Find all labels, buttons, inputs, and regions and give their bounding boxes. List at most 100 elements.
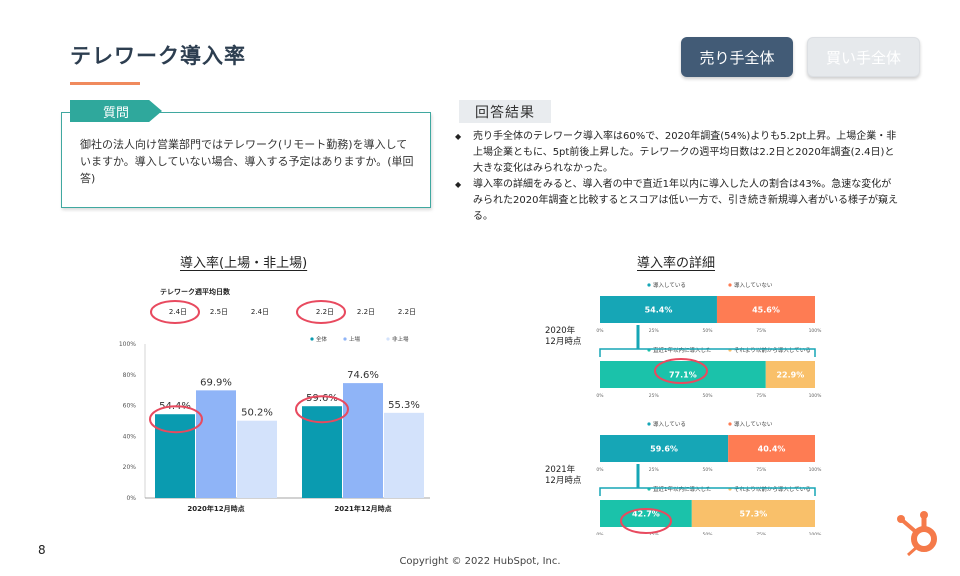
result-list: 売り手全体のテレワーク導入率は60%で、2020年調査(54%)よりも5.2pt… bbox=[455, 129, 900, 225]
question-box bbox=[61, 112, 431, 208]
legend-marker bbox=[728, 283, 732, 287]
x-tick-label: 0% bbox=[596, 393, 604, 399]
bar-value-label: 45.6% bbox=[752, 306, 780, 315]
x-tick-label: 100% bbox=[809, 393, 823, 399]
x-tick-label: 50% bbox=[702, 328, 713, 334]
x-tick-label: 75% bbox=[756, 393, 767, 399]
adoption-detail-bar-chart: 導入している 導入していない 54.4% 45.6% 0% 25% 50% 75% 100% 直近… bbox=[545, 281, 823, 535]
group-label: 2020年 bbox=[545, 325, 576, 336]
group-label: 2021年 bbox=[545, 464, 576, 475]
legend-marker bbox=[647, 422, 651, 426]
bar-value-label: 54.4% bbox=[645, 306, 673, 315]
y-tick-label: 20% bbox=[123, 464, 137, 471]
left-chart-title: 導入率(上場・非上場) bbox=[180, 256, 308, 271]
x-tick-label: 25% bbox=[649, 532, 660, 535]
days-label: 2.2日 bbox=[398, 308, 416, 316]
bar-value-label: 59.6% bbox=[650, 445, 678, 454]
bar-value-label: 57.3% bbox=[740, 510, 768, 519]
x-tick-label: 0% bbox=[596, 467, 604, 473]
days-label: 2.5日 bbox=[210, 308, 228, 316]
legend-label: それより以前から導入している bbox=[734, 485, 811, 493]
bar-value-label: 50.2% bbox=[241, 408, 273, 419]
days-label: 2.4日 bbox=[169, 308, 187, 316]
stacked-bar-segment bbox=[765, 361, 815, 388]
legend-label: 導入している bbox=[653, 420, 686, 428]
bar bbox=[237, 420, 277, 498]
x-tick-label: 0% bbox=[596, 328, 604, 334]
question-text: 御社の法人向け営業部門ではテレワーク(リモート勤務)を導入していますか。導入して… bbox=[80, 138, 414, 185]
legend-marker bbox=[310, 337, 314, 341]
x-tick-label: 25% bbox=[649, 393, 660, 399]
bracket-connector bbox=[599, 348, 816, 357]
stacked-bar-segment bbox=[600, 435, 729, 462]
bar-value-label: 74.6% bbox=[347, 370, 379, 381]
legend-label: 全体 bbox=[316, 335, 328, 343]
legend-label: 上場 bbox=[349, 335, 361, 343]
x-tick-label: 25% bbox=[649, 328, 660, 334]
bar bbox=[343, 383, 383, 498]
category-label: 2020年12月時点 bbox=[187, 504, 244, 513]
category-label: 2021年12月時点 bbox=[334, 504, 391, 513]
legend-label: 導入している bbox=[653, 281, 686, 289]
legend-marker bbox=[386, 337, 390, 341]
bracket-connector bbox=[599, 487, 816, 496]
bar bbox=[384, 412, 424, 498]
page-title: テレワーク導入率 bbox=[70, 44, 246, 68]
x-tick-label: 75% bbox=[756, 328, 767, 334]
right-chart-title: 導入率の詳細 bbox=[637, 256, 716, 271]
highlight-circle bbox=[150, 300, 200, 324]
x-tick-label: 100% bbox=[809, 467, 823, 473]
stacked-bar-segment bbox=[600, 500, 692, 527]
legend-marker bbox=[728, 422, 732, 426]
x-tick-label: 50% bbox=[702, 532, 713, 535]
bar-value-label: 22.9% bbox=[776, 371, 804, 380]
stacked-bar-segment bbox=[728, 435, 815, 462]
group-label: 12月時点 bbox=[545, 476, 582, 486]
question-tab: 質問 bbox=[70, 100, 162, 122]
legend-label: それより以前から導入している bbox=[734, 346, 811, 354]
y-tick-label: 60% bbox=[123, 403, 137, 410]
bar-value-label: 77.1% bbox=[669, 371, 697, 380]
days-label: 2.2日 bbox=[357, 308, 375, 316]
highlight-circle bbox=[296, 300, 346, 324]
bar-value-label: 42.7% bbox=[632, 510, 660, 519]
legend-label: 導入していない bbox=[734, 281, 773, 289]
days-label: 2.2日 bbox=[316, 308, 334, 316]
x-tick-label: 25% bbox=[649, 467, 660, 473]
y-tick-label: 40% bbox=[123, 433, 137, 440]
copyright: Copyright © 2022 HubSpot, Inc. bbox=[399, 556, 561, 567]
bar-value-label: 69.9% bbox=[200, 377, 232, 388]
x-tick-label: 100% bbox=[809, 328, 823, 334]
x-tick-label: 0% bbox=[596, 532, 604, 535]
bar-value-label: 59.6% bbox=[306, 393, 338, 404]
result-tab: 回答結果 bbox=[459, 100, 551, 123]
legend-label: 直近1年以内に導入した bbox=[653, 346, 712, 354]
stacked-bar-segment bbox=[716, 296, 815, 323]
sellers-tab-button[interactable]: 売り手全体 bbox=[681, 37, 793, 77]
y-tick-label: 100% bbox=[119, 341, 136, 348]
stacked-bar-segment bbox=[691, 500, 815, 527]
result-item: 売り手全体のテレワーク導入率は60%で、2020年調査(54%)よりも5.2pt… bbox=[455, 129, 900, 177]
highlight-circle bbox=[149, 405, 203, 434]
x-tick-label: 75% bbox=[756, 532, 767, 535]
group-label: 12月時点 bbox=[545, 337, 582, 347]
legend-label: 非上場 bbox=[392, 335, 409, 343]
legend-label: 直近1年以内に導入した bbox=[653, 485, 712, 493]
legend-marker bbox=[343, 337, 347, 341]
days-label: 2.4日 bbox=[251, 308, 269, 316]
highlight-circle bbox=[620, 508, 672, 534]
highlight-circle bbox=[295, 395, 349, 424]
y-tick-label: 80% bbox=[123, 372, 137, 379]
bar bbox=[196, 390, 236, 498]
y-tick-label: 0% bbox=[126, 495, 136, 502]
result-item: 導入率の詳細をみると、導入者の中で直近1年以内に導入した人の割合は43%。急速な… bbox=[455, 177, 900, 225]
legend-marker bbox=[647, 283, 651, 287]
stacked-bar-segment bbox=[600, 296, 717, 323]
bar-value-label: 40.4% bbox=[758, 445, 786, 454]
x-tick-label: 100% bbox=[809, 532, 823, 535]
hubspot-logo bbox=[897, 511, 937, 557]
buyers-tab-button[interactable]: 買い手全体 bbox=[807, 37, 920, 77]
bar-value-label: 55.3% bbox=[388, 400, 420, 411]
listed-unlisted-bar-chart: テレワーク週平均日数 2.4日 2.5日 2.4日 2.2日 2.2日 2.2日 0% 20% 4… bbox=[119, 287, 430, 513]
x-tick-label: 50% bbox=[702, 393, 713, 399]
